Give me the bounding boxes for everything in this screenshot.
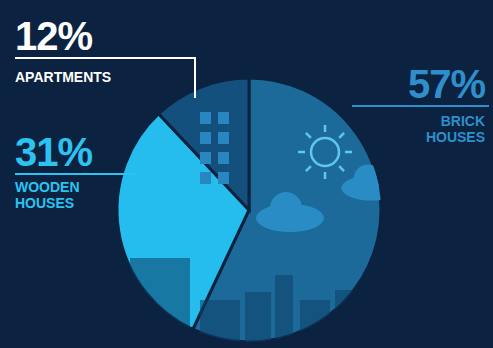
data-label: 31% — [15, 130, 92, 174]
window-icon — [200, 112, 211, 124]
pie — [117, 78, 381, 342]
sun-ray — [324, 125, 327, 132]
window-icon — [200, 172, 211, 184]
sun-icon — [311, 138, 339, 166]
building-icon — [245, 292, 271, 348]
sun-ray — [339, 166, 344, 171]
building-icon — [130, 258, 190, 348]
building-icon — [200, 300, 240, 348]
building-icon — [300, 300, 330, 348]
labels: 57% BRICKHOUSES 31% WOODENHOUSES 12% APARTMEN… — [15, 14, 489, 211]
sun-ray — [306, 166, 311, 171]
building-icon — [335, 290, 357, 348]
data-label: 57% — [408, 62, 485, 106]
category-label: APARTMENTS — [15, 69, 111, 85]
sun-ray — [339, 133, 344, 138]
sun-ray — [306, 133, 311, 138]
window-icon — [200, 132, 211, 144]
data-label: 12% — [15, 14, 92, 58]
window-icon — [218, 172, 229, 184]
building-icon — [275, 275, 293, 348]
window-icon — [218, 112, 229, 124]
category-label: BRICKHOUSES — [426, 113, 485, 145]
cloud-icon — [256, 192, 324, 232]
window-icon — [200, 152, 211, 164]
background — [0, 0, 493, 348]
sun-ray — [298, 151, 305, 154]
sun-ray — [345, 151, 352, 154]
sun-ray — [324, 172, 327, 179]
window-icon — [218, 132, 229, 144]
window-icon — [218, 152, 229, 164]
chart: 57% BRICKHOUSES 31% WOODENHOUSES 12% APARTMEN… — [0, 0, 493, 348]
decoration — [130, 112, 403, 348]
pie-slice — [159, 78, 249, 210]
cloud-icon — [341, 165, 402, 201]
leader-line — [15, 58, 195, 98]
category-label: WOODENHOUSES — [15, 179, 80, 211]
